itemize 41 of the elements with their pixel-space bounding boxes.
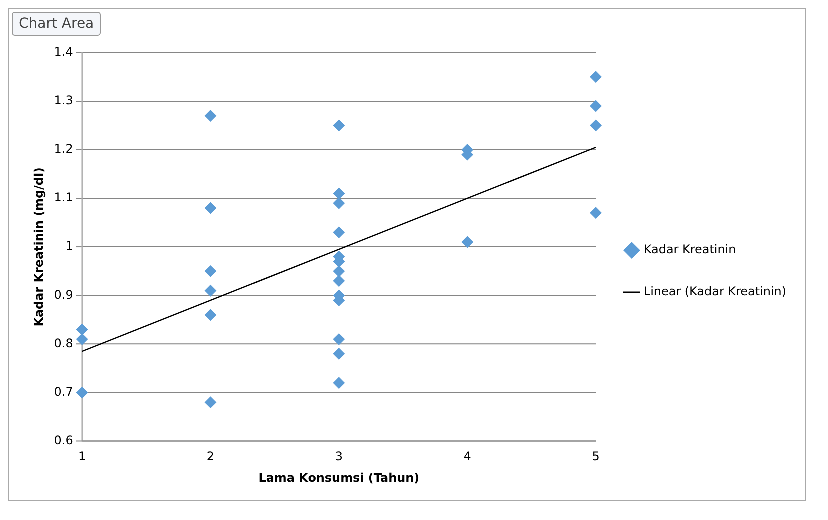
point <box>333 188 346 200</box>
legend-label: Kadar Kreatinin <box>644 242 736 257</box>
point <box>590 207 602 220</box>
point <box>590 71 602 84</box>
point <box>590 120 602 132</box>
x-tick-label: 1 <box>78 450 86 464</box>
y-tick-label: 1.1 <box>54 190 74 205</box>
point <box>204 284 217 297</box>
x-axis-title: Lama Konsumsi (Tahun) <box>258 471 420 485</box>
point <box>204 202 217 214</box>
y-tick-label: 1 <box>66 239 74 254</box>
y-tick-label: 1.2 <box>54 142 74 156</box>
point <box>333 333 346 346</box>
point <box>204 265 217 278</box>
point <box>204 309 217 322</box>
x-tick-label: 4 <box>464 450 472 464</box>
point <box>204 110 217 122</box>
y-tick-label: 0.8 <box>54 336 74 350</box>
point <box>462 236 474 248</box>
point <box>204 396 217 409</box>
point <box>333 197 346 210</box>
y-tick-label: 0.6 <box>54 434 74 448</box>
point <box>333 120 346 132</box>
x-tick-label: 2 <box>206 450 215 464</box>
y-axis-title: Kadar Kreatinin (mg/dl) <box>32 167 46 327</box>
text: Chart Area <box>12 12 102 36</box>
point <box>590 100 602 112</box>
point <box>76 324 88 336</box>
point <box>333 265 346 278</box>
point <box>333 226 346 239</box>
point <box>333 348 346 360</box>
x-tick-label: 5 <box>592 450 600 464</box>
y-tick-label: 0.7 <box>54 384 74 399</box>
point <box>333 275 346 288</box>
point <box>333 377 346 390</box>
point <box>76 386 88 399</box>
point <box>76 333 88 346</box>
x-tick-label: 3 <box>335 450 343 464</box>
y-tick-label: 1.3 <box>54 94 74 108</box>
y-tick-label: 1.4 <box>54 44 74 59</box>
y-tick-label: 0.9 <box>54 288 74 302</box>
